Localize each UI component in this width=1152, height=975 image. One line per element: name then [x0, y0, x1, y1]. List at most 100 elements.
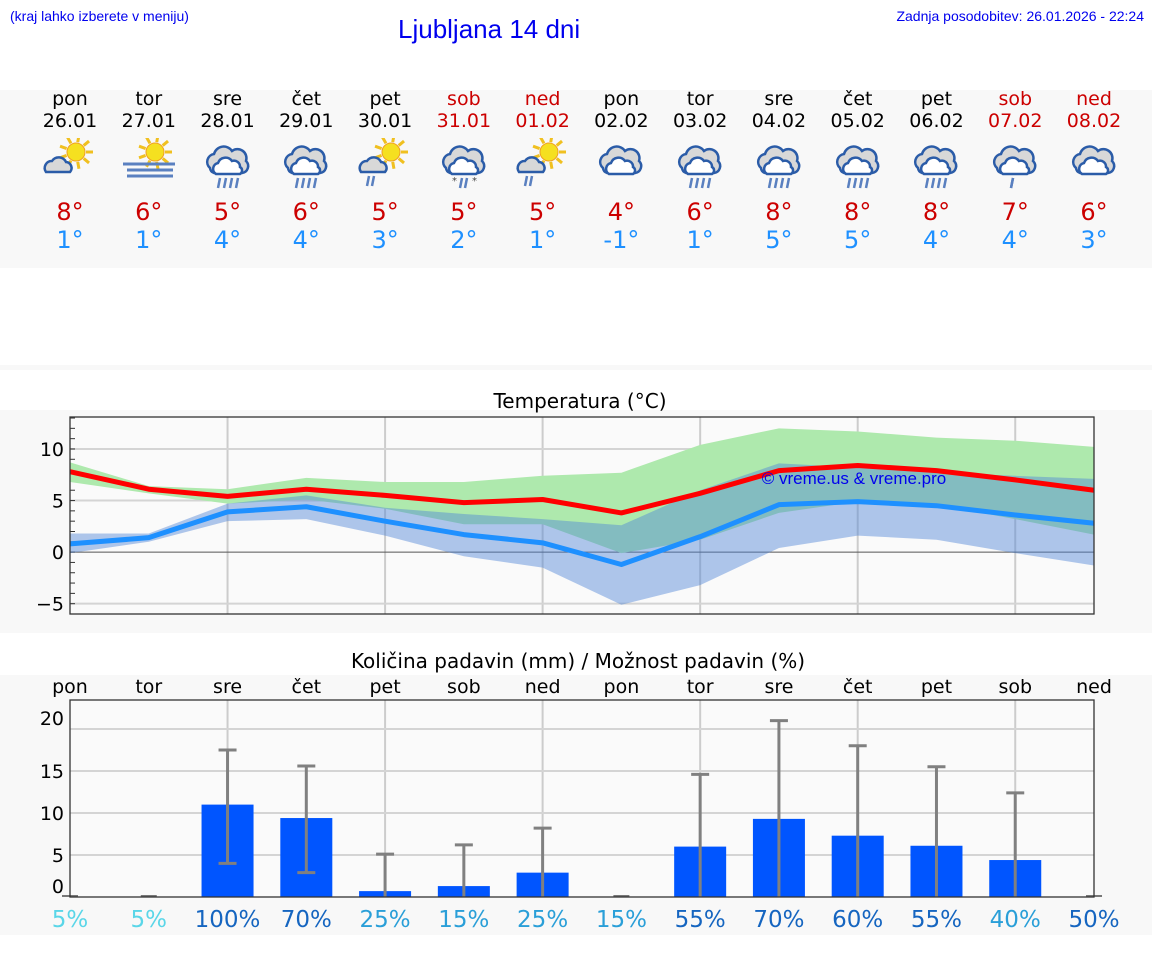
day-forecast: čet 05.02 8° 5° — [818, 88, 898, 254]
cloud-icon — [599, 145, 643, 176]
day-date: 05.02 — [830, 110, 885, 132]
y-tick-label: 0 — [52, 542, 64, 564]
max-temp: 8° — [922, 198, 951, 226]
x-day-label: pet — [369, 676, 400, 698]
min-temp: 4° — [922, 226, 951, 254]
y-tick-label: 15 — [40, 761, 64, 783]
x-day-label: ned — [525, 676, 561, 698]
day-forecast: pet 06.02 8° 4° — [896, 88, 976, 254]
day-date: 07.02 — [988, 110, 1043, 132]
min-temp-line — [69, 499, 1095, 567]
max-temp: 6° — [292, 198, 320, 226]
min-temp-range-band — [70, 463, 1095, 605]
day-date: 01.02 — [515, 110, 570, 132]
sun-cloud-icon — [43, 138, 93, 174]
day-name: pet — [369, 88, 401, 110]
max-temp: 5° — [528, 198, 557, 226]
day-name: tor — [135, 88, 163, 110]
y-tick-label: 10 — [40, 803, 64, 825]
rain-cloud-icon — [205, 145, 249, 189]
rain-cloud-icon — [678, 145, 722, 189]
day-name: sre — [213, 88, 243, 110]
y-tick-label: −5 — [36, 594, 64, 616]
max-temp: 6° — [1080, 198, 1108, 226]
max-temp-line — [69, 462, 1095, 516]
svg-text:*: * — [472, 176, 477, 187]
y-tick-label: 5 — [52, 491, 64, 513]
y-tick-label: 0 — [52, 876, 64, 898]
day-date: 31.01 — [436, 110, 492, 132]
precip-probability: 25% — [517, 907, 568, 933]
day-date: 26.01 — [42, 110, 98, 132]
day-name: ned — [524, 88, 561, 110]
day-name: čet — [291, 88, 322, 110]
precipitation-chart-title: Količina padavin (mm) / Možnost padavin … — [351, 649, 805, 673]
x-day-label: sob — [447, 676, 481, 698]
precip-probability: 70% — [753, 907, 804, 933]
day-date: 08.02 — [1066, 110, 1122, 132]
day-name: pet — [920, 88, 953, 110]
x-day-label: sob — [998, 676, 1032, 698]
min-temp: 1° — [135, 226, 163, 254]
day-forecast: sob 31.01 * * 5° 2° — [424, 88, 504, 254]
day-name: čet — [842, 88, 873, 110]
plot-frame — [69, 416, 1095, 615]
min-temp: 1° — [686, 226, 714, 254]
max-temp: 6° — [686, 198, 714, 226]
day-name: pon — [603, 88, 640, 110]
min-temp: 4° — [213, 226, 242, 254]
x-day-label: pon — [52, 676, 88, 698]
min-temp: 4° — [292, 226, 320, 254]
precip-probability: 5% — [52, 907, 89, 933]
precip-probability: 55% — [675, 907, 726, 933]
day-forecast: ned 01.02 5° 1° — [503, 88, 583, 254]
day-date: 06.02 — [909, 110, 964, 132]
day-forecast: ned 08.02 6° 3° — [1054, 88, 1134, 254]
max-temp-range-band — [70, 428, 1095, 554]
precip-probability: 70% — [281, 907, 332, 933]
x-day-label: tor — [135, 676, 162, 698]
max-temp: 5° — [213, 198, 242, 226]
day-date: 02.02 — [594, 110, 649, 132]
day-date: 03.02 — [672, 110, 728, 132]
rain-cloud-icon — [756, 145, 801, 189]
day-name: sob — [998, 88, 1033, 110]
x-day-label: sre — [764, 676, 793, 698]
x-day-label: tor — [687, 676, 714, 698]
day-date: 29.01 — [279, 110, 334, 132]
max-temp: 8° — [844, 198, 872, 226]
max-temp: 4° — [607, 198, 636, 226]
precip-probability: 60% — [832, 907, 883, 933]
x-day-label: pet — [921, 676, 952, 698]
min-temp: 1° — [56, 226, 84, 254]
precip-probability: 40% — [990, 907, 1041, 933]
day-forecast: sre 04.02 8° 5° — [739, 88, 819, 254]
day-name: sob — [447, 88, 481, 110]
max-temp: 6° — [135, 198, 163, 226]
plot-frame — [69, 699, 1095, 898]
min-temp: -1° — [603, 226, 640, 254]
day-date: 27.01 — [121, 110, 176, 132]
precip-probability: 15% — [596, 907, 647, 933]
day-forecast: sre 28.01 5° 4° — [188, 88, 268, 254]
divider — [0, 365, 1152, 370]
min-temp: 2° — [450, 226, 478, 254]
sun-glyph — [532, 138, 566, 170]
cloud-icon — [1071, 145, 1116, 176]
sun-rain-icon — [516, 138, 566, 187]
precip-probability: 15% — [438, 907, 489, 933]
precip-probability: 25% — [360, 907, 411, 933]
day-forecast: pon 02.02 4° -1° — [581, 88, 661, 254]
min-temp: 3° — [371, 226, 399, 254]
day-date: 30.01 — [357, 110, 413, 132]
svg-text:*: * — [452, 176, 457, 187]
y-tick-label: 5 — [52, 845, 64, 867]
x-day-label: čet — [292, 676, 322, 698]
max-temp: 8° — [56, 198, 84, 226]
max-temp: 8° — [765, 198, 793, 226]
min-temp: 5° — [765, 226, 793, 254]
city-menu-hint: (kraj lahko izberete v meniju) — [10, 8, 189, 24]
day-name: sre — [764, 88, 794, 110]
rain-cloud-icon — [284, 145, 328, 189]
